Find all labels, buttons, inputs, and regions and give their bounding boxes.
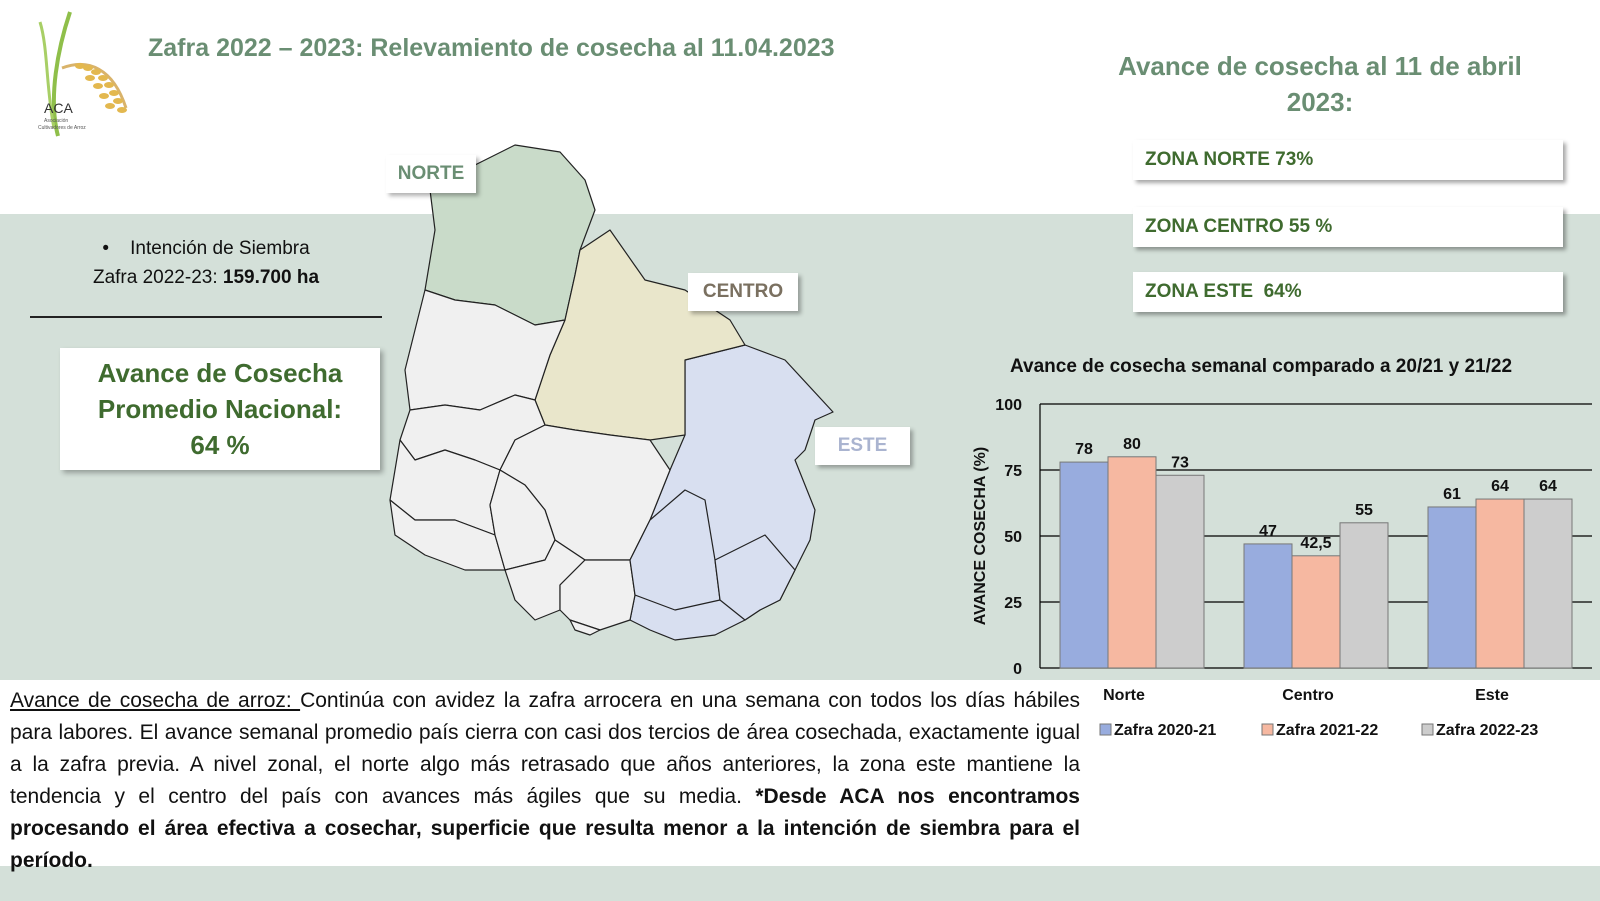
x-tick-label: Centro [1282,687,1334,704]
data-label: 47 [1259,523,1277,540]
avance-heading-line1: Avance de cosecha al 11 de abril [1118,51,1522,81]
nacional-line1: Avance de Cosecha [97,358,343,388]
map-label-norte: NORTE [386,155,476,193]
bar [1107,456,1157,669]
avance-heading-line2: 2023: [1286,87,1354,117]
data-label: 80 [1123,436,1141,453]
svg-text:ACA: ACA [44,100,73,116]
avance-heading: Avance de cosecha al 11 de abril 2023: [1100,48,1540,120]
data-label: 55 [1355,502,1373,519]
legend-entry: Zafra 2022-23 [1436,722,1538,739]
y-tick-label: 100 [995,397,1022,414]
zone-este-box: ZONA ESTE 64% [1133,272,1563,312]
y-tick-label: 50 [1004,529,1022,546]
data-label: 64 [1539,478,1557,495]
bar [1427,506,1477,669]
bar-chart: 0 25 50 75 100 AVANCE COSECHA (%) 78 80 73 Norte 4… [972,397,1592,739]
bar [1155,474,1205,669]
bar [1243,543,1293,669]
data-label: 64 [1491,478,1509,495]
divider [30,316,382,318]
x-tick-label: Norte [1103,687,1145,704]
body-bold: *Desde ACA nos encontramos procesando el… [10,785,1080,872]
intencion-label: Intención de Siembra [130,238,310,259]
intencion-siembra: • Intención de Siembra Zafra 2022-23: 15… [28,234,384,292]
promedio-nacional-box: Avance de Cosecha Promedio Nacional: 64 … [60,348,380,470]
chart-title: Avance de cosecha semanal comparado a 20… [1010,356,1513,377]
svg-text:Cultivadores de Arroz: Cultivadores de Arroz [38,125,86,131]
data-label: 78 [1075,441,1093,458]
intencion-value: 159.700 ha [222,267,320,288]
legend-entry: Zafra 2021-22 [1276,722,1378,739]
legend-swatch [1261,723,1274,736]
y-tick-label: 25 [1004,595,1022,612]
body-underlined: Avance de cosecha de arroz: [10,689,301,712]
footer-band [0,866,1600,901]
data-label: 61 [1443,486,1461,503]
aca-logo: ACA Asociación Cultivadores de Arroz [38,11,128,137]
data-label: 73 [1171,454,1189,471]
legend-entry: Zafra 2020-21 [1114,722,1216,739]
map-label-centro: CENTRO [688,273,798,311]
legend-swatch [1099,723,1112,736]
zone-centro-box: ZONA CENTRO 55 % [1133,207,1563,247]
bar [1339,522,1389,669]
bullet-icon: • [102,238,131,259]
y-axis-label: AVANCE COSECHA (%) [972,447,989,625]
y-tick-label: 0 [1013,661,1022,678]
bar [1475,498,1525,669]
data-label: 42,5 [1300,535,1331,552]
map-region-montevideo [569,619,601,636]
bar [1291,555,1341,669]
bar [1059,461,1109,669]
nacional-line2: Promedio Nacional: [97,394,343,424]
nacional-value: 64 % [190,430,250,460]
y-tick-label: 75 [1004,463,1022,480]
zone-norte-box: ZONA NORTE 73% [1133,140,1563,180]
map-region-rocha [714,534,796,621]
svg-text:Asociación: Asociación [44,118,68,124]
uruguay-map [389,144,834,641]
body-text: Continúa con avidez la zafra arrocera en… [10,689,1081,808]
legend-swatch [1421,723,1434,736]
map-label-este: ESTE [815,427,910,465]
bar [1523,498,1573,669]
page-title: Zafra 2022 – 2023: Relevamiento de cosec… [148,34,835,62]
intencion-zafra-label: Zafra 2022-23: [92,267,223,288]
body-paragraph: Avance de cosecha de arroz: Continúa con… [10,685,1080,877]
x-tick-label: Este [1475,687,1509,704]
